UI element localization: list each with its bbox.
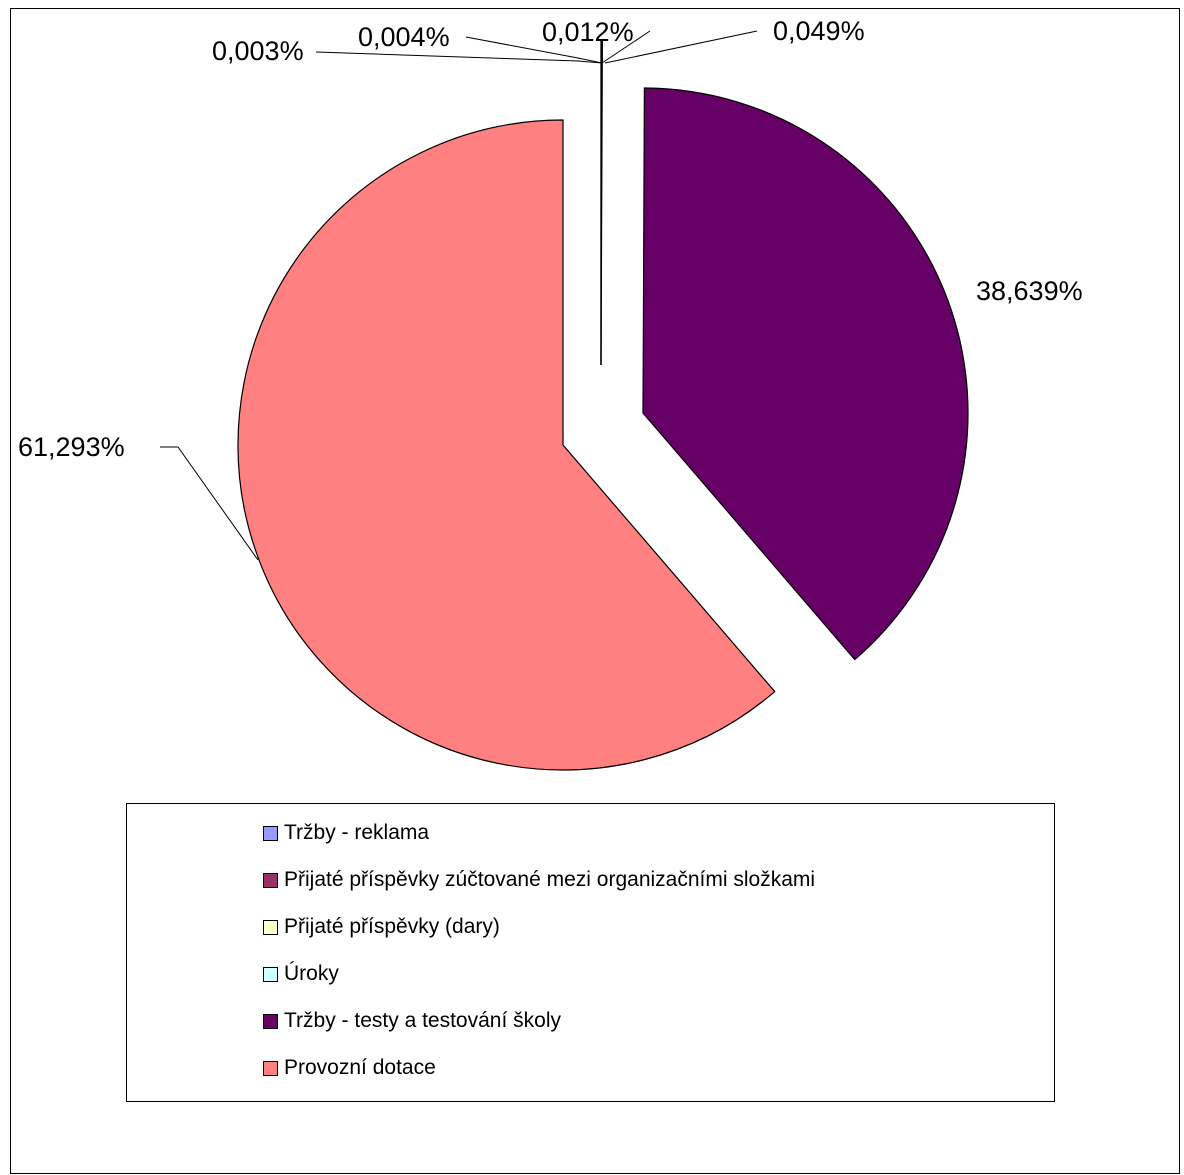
legend-swatch xyxy=(263,966,278,982)
legend-label: Provozní dotace xyxy=(284,1056,436,1079)
slice-label: 0,012% xyxy=(542,17,634,47)
legend-swatch xyxy=(263,872,278,888)
legend-swatch xyxy=(263,1013,278,1029)
slice-label: 0,004% xyxy=(358,22,450,52)
legend-item: Tržby - reklama xyxy=(263,818,429,848)
legend-item: Přijaté příspěvky zúčtované mezi organiz… xyxy=(263,865,815,895)
legend-label: Tržby - reklama xyxy=(284,821,430,844)
leader-line xyxy=(315,51,603,64)
legend-item: Úroky xyxy=(263,959,339,989)
pie-slice xyxy=(642,87,969,661)
pie-slice xyxy=(600,39,603,366)
legend-label: Přijaté příspěvky (dary) xyxy=(284,915,500,938)
leader-line xyxy=(604,30,758,64)
legend-label: Přijaté příspěvky zúčtované mezi organiz… xyxy=(284,868,816,891)
leader-line xyxy=(465,36,603,64)
leader-line xyxy=(160,446,259,561)
pie-slice xyxy=(237,119,776,771)
legend-item: Přijaté příspěvky (dary) xyxy=(263,912,500,942)
legend-item: Provozní dotace xyxy=(263,1053,436,1083)
leader-line xyxy=(601,30,651,64)
legend-label: Úroky xyxy=(284,962,339,985)
legend-label: Tržby - testy a testování školy xyxy=(284,1009,561,1032)
pie-chart: 0,003% 0,004% 0,012% 0,049% 38,639% 61,293% xyxy=(18,16,1083,771)
slice-label: 0,003% xyxy=(212,36,304,66)
slice-label: 38,639% xyxy=(976,276,1083,306)
legend-swatch xyxy=(263,1060,278,1076)
slice-label: 0,049% xyxy=(773,16,865,46)
legend-swatch xyxy=(263,825,278,841)
slice-label: 61,293% xyxy=(18,432,125,462)
legend: Tržby - reklama Přijaté příspěvky zúčtov… xyxy=(126,803,1055,1102)
legend-swatch xyxy=(263,919,278,935)
legend-item: Tržby - testy a testování školy xyxy=(263,1006,561,1036)
